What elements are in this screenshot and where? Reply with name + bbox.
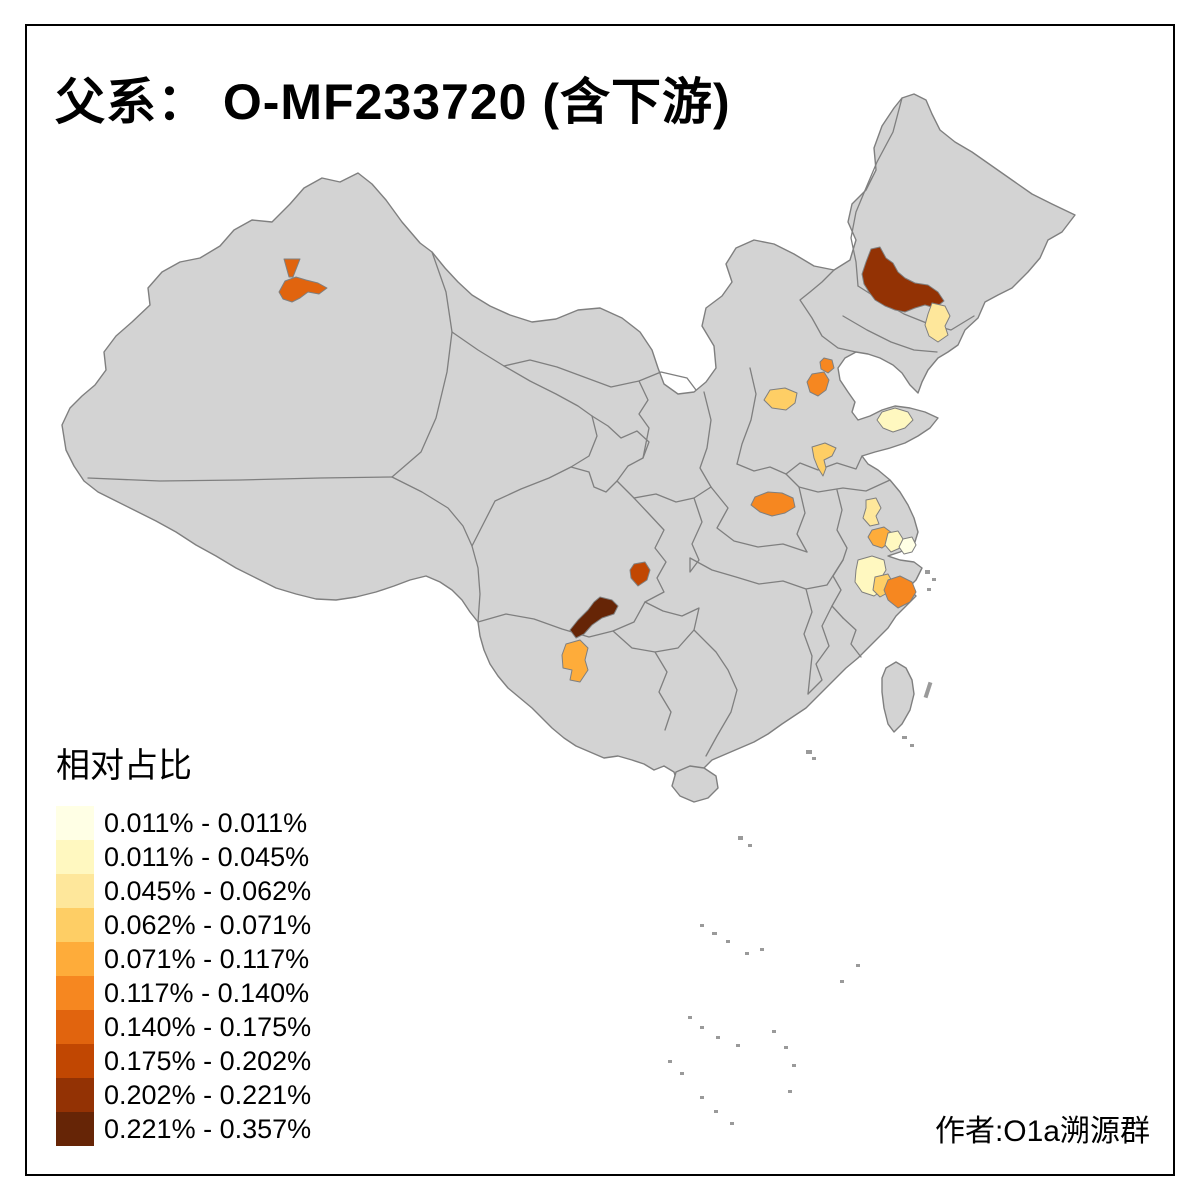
- legend-class-row: 0.117% - 0.140%: [56, 976, 311, 1010]
- legend-class-row: 0.071% - 0.117%: [56, 942, 311, 976]
- province-border: [799, 269, 857, 353]
- province-border: [693, 629, 738, 757]
- legend-class-row: 0.221% - 0.357%: [56, 1112, 311, 1146]
- taiwan-island: [881, 661, 915, 733]
- province-border: [842, 617, 862, 658]
- province-border: [850, 97, 903, 287]
- legend-swatch: [56, 1010, 94, 1044]
- hainan-island: [671, 765, 719, 803]
- province-border: [689, 557, 844, 590]
- legend-swatch: [56, 874, 94, 908]
- legend-swatch: [56, 1044, 94, 1078]
- province-border: [803, 588, 813, 695]
- legend-class-label: 0.117% - 0.140%: [104, 978, 310, 1008]
- legend-rows: 0.011% - 0.011% 0.011% - 0.045% 0.045% - 0…: [56, 806, 311, 1146]
- region-ningbo: [883, 575, 917, 609]
- legend-swatch: [56, 942, 94, 976]
- legend-class-row: 0.062% - 0.071%: [56, 908, 311, 942]
- province-border: [503, 359, 697, 391]
- legend: 相对占比 0.011% - 0.011% 0.011% - 0.045% 0.045…: [56, 748, 311, 1146]
- province-border: [710, 486, 808, 553]
- legend-class-label: 0.071% - 0.117%: [104, 944, 310, 974]
- region-urumqi: [278, 276, 328, 303]
- province-border: [699, 391, 712, 488]
- province-border: [654, 651, 672, 731]
- legend-swatch: [56, 1112, 94, 1146]
- province-border: [633, 497, 667, 603]
- province-border: [391, 476, 481, 623]
- region-urumqi-triangle: [283, 258, 301, 278]
- legend-swatch: [56, 1078, 94, 1112]
- province-border: [796, 486, 808, 553]
- legend-class-label: 0.202% - 0.221%: [104, 1080, 312, 1110]
- legend-class-label: 0.011% - 0.045%: [104, 842, 310, 872]
- legend-swatch: [56, 976, 94, 1010]
- legend-swatch: [56, 806, 94, 840]
- province-border: [736, 367, 757, 465]
- province-border: [785, 473, 891, 493]
- legend-class-row: 0.011% - 0.045%: [56, 840, 311, 874]
- legend-class-row: 0.011% - 0.011%: [56, 806, 311, 840]
- region-taiyuan: [763, 387, 798, 411]
- legend-swatch: [56, 908, 94, 942]
- region-shanghai: [898, 536, 917, 555]
- legend-class-label: 0.045% - 0.062%: [104, 876, 312, 906]
- legend-class-label: 0.140% - 0.175%: [104, 1012, 312, 1042]
- legend-swatch: [56, 840, 94, 874]
- region-beijing: [819, 357, 835, 374]
- province-border: [616, 480, 712, 503]
- region-langfang: [806, 371, 830, 397]
- region-liangshan: [569, 596, 619, 639]
- region-yantai: [876, 407, 914, 433]
- province-border: [807, 605, 833, 695]
- legend-class-row: 0.175% - 0.202%: [56, 1044, 311, 1078]
- region-qiqihar: [861, 246, 945, 313]
- province-border: [391, 251, 453, 478]
- province-border: [736, 455, 863, 475]
- region-north-jiangsu: [862, 497, 882, 527]
- coastal-and-sea-islets: [668, 570, 936, 1125]
- legend-class-label: 0.062% - 0.071%: [104, 910, 312, 940]
- legend-class-row: 0.202% - 0.221%: [56, 1078, 311, 1112]
- province-border: [87, 476, 393, 482]
- attribution-text: 作者:O1a溯源群: [934, 1115, 1150, 1148]
- legend-class-label: 0.011% - 0.011%: [104, 808, 308, 838]
- province-border: [638, 380, 650, 459]
- province-border: [570, 415, 650, 493]
- region-jinan: [811, 442, 837, 477]
- legend-class-row: 0.140% - 0.175%: [56, 1010, 311, 1044]
- province-border: [842, 315, 938, 353]
- china-mainland: [61, 93, 1076, 795]
- plot-title: 父系： O-MF233720 (含下游): [55, 74, 731, 130]
- region-chongqing-west: [629, 561, 651, 587]
- legend-title: 相对占比: [56, 748, 192, 785]
- province-border: [471, 415, 598, 547]
- region-zhengzhou: [750, 491, 796, 517]
- region-kunming: [561, 639, 589, 683]
- legend-class-label: 0.221% - 0.357%: [104, 1114, 312, 1144]
- province-border: [451, 331, 593, 417]
- province-border: [689, 497, 703, 573]
- legend-class-row: 0.045% - 0.062%: [56, 874, 311, 908]
- legend-class-label: 0.175% - 0.202%: [104, 1046, 312, 1076]
- region-daqing: [924, 302, 951, 343]
